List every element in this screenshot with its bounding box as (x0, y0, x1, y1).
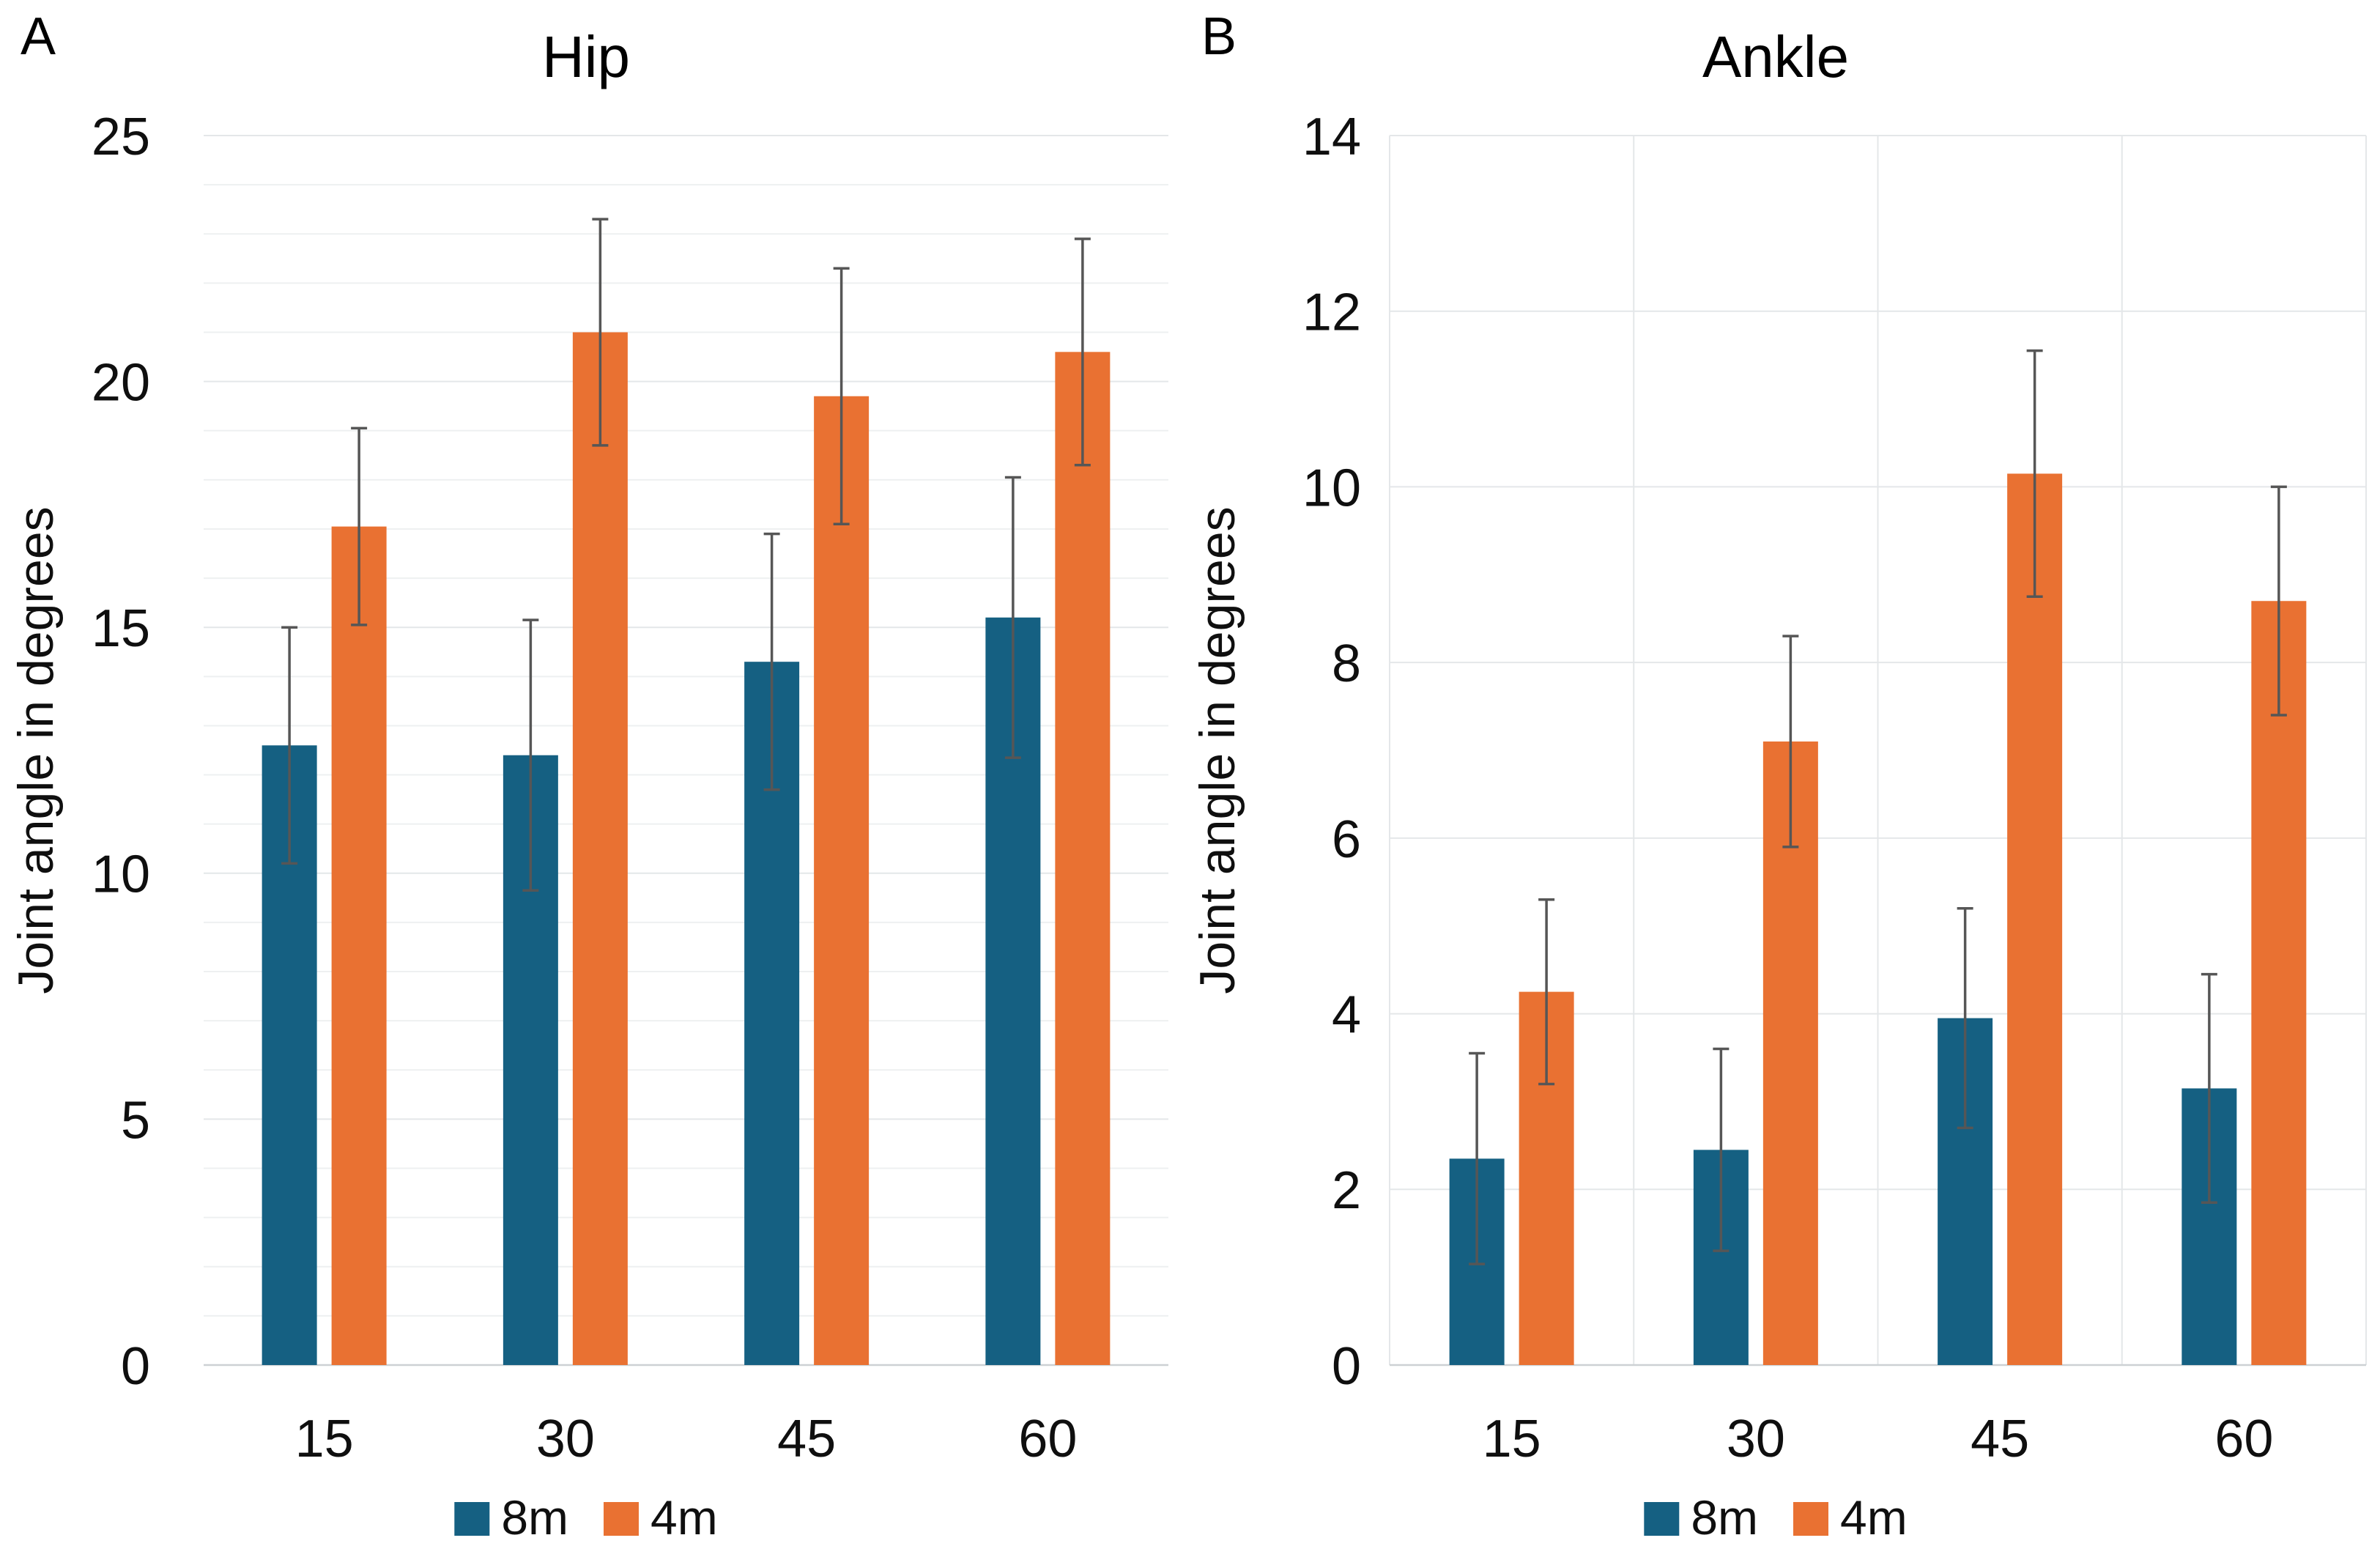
chart-title: Ankle (1702, 24, 1849, 89)
chart-title: Hip (542, 24, 630, 89)
error-bar-4m-60 (2270, 485, 2287, 717)
y-axis-ticks: 0 5 10 15 20 25 (92, 108, 150, 1396)
error-bar-4m-45 (833, 267, 850, 525)
error-bars (1469, 349, 2287, 1265)
panel-ankle: B Ankle 0 2 4 6 8 10 12 14 Joint angle in degrees… (1172, 0, 2380, 1557)
error-bar-8m-45 (1957, 906, 1973, 1130)
ankle-chart: Ankle 0 2 4 6 8 10 12 14 Joint angle in degrees 15… (1190, 24, 2367, 1545)
error-bar-4m-15 (1538, 898, 1555, 1086)
x-tick-label: 45 (777, 1410, 836, 1468)
bar-4m-45 (2007, 473, 2063, 1366)
bar-4m-60 (2251, 601, 2307, 1365)
bars (1449, 473, 2307, 1366)
error-bar-8m-60 (1004, 476, 1021, 759)
legend: 8m 4m (1644, 1490, 1908, 1545)
y-tick-label: 8 (1332, 635, 1361, 693)
y-tick-label: 6 (1332, 810, 1361, 869)
x-tick-label: 60 (2214, 1410, 2273, 1468)
panel-letter-a: A (21, 7, 56, 66)
error-bar-8m-15 (281, 626, 298, 865)
legend: 8m 4m (454, 1490, 718, 1545)
error-bar-8m-15 (1469, 1051, 1486, 1265)
y-axis-ticks: 0 2 4 6 8 10 12 14 (1302, 108, 1361, 1396)
legend-swatch-4m (604, 1502, 639, 1536)
x-tick-label: 60 (1018, 1410, 1077, 1468)
y-tick-label: 25 (92, 108, 150, 166)
legend-label-4m: 4m (1840, 1490, 1908, 1545)
y-tick-label: 15 (92, 599, 150, 658)
bar-4m-30 (572, 332, 628, 1366)
panel-letter-b: B (1201, 7, 1237, 66)
error-bars (281, 218, 1091, 892)
error-bar-4m-30 (1782, 635, 1799, 848)
x-tick-label: 15 (295, 1410, 354, 1468)
y-tick-label: 10 (92, 846, 150, 904)
y-tick-label: 20 (92, 354, 150, 413)
legend-swatch-8m (1644, 1502, 1680, 1536)
error-bar-8m-60 (2201, 972, 2217, 1205)
x-axis-ticks: 15 30 45 60 (295, 1410, 1078, 1468)
legend-label-8m: 8m (1691, 1490, 1758, 1545)
bar-4m-45 (814, 396, 870, 1365)
error-bar-8m-30 (522, 618, 539, 892)
panel-hip: A Hip 0 5 10 15 20 25 Joint angle in degrees 15 3… (0, 0, 1172, 1557)
legend-swatch-4m (1793, 1502, 1828, 1536)
error-bar-4m-30 (592, 218, 609, 447)
y-tick-label: 4 (1332, 985, 1361, 1044)
bar-4m-15 (331, 526, 387, 1365)
legend-label-4m: 4m (650, 1490, 718, 1545)
y-tick-label: 14 (1302, 108, 1361, 166)
error-bar-8m-30 (1713, 1047, 1730, 1252)
error-bar-4m-45 (2026, 349, 2043, 598)
y-tick-label: 0 (1332, 1337, 1361, 1396)
y-tick-label: 0 (121, 1337, 150, 1396)
y-axis-title: Joint angle in degrees (8, 506, 64, 994)
y-tick-label: 5 (121, 1091, 150, 1150)
error-bar-4m-60 (1074, 237, 1091, 467)
hip-chart: Hip 0 5 10 15 20 25 Joint angle in degrees 15 30 4… (8, 24, 1168, 1545)
bar-4m-60 (1055, 352, 1111, 1365)
error-bar-8m-45 (763, 532, 780, 791)
x-tick-label: 30 (1727, 1410, 1785, 1468)
legend-swatch-8m (454, 1502, 490, 1536)
legend-label-8m: 8m (501, 1490, 568, 1545)
y-tick-label: 2 (1332, 1161, 1361, 1220)
x-tick-label: 30 (536, 1410, 595, 1468)
y-axis-title: Joint angle in degrees (1190, 506, 1245, 994)
error-bar-4m-15 (351, 426, 368, 626)
x-tick-label: 45 (1971, 1410, 2029, 1468)
y-tick-label: 12 (1302, 284, 1361, 342)
x-tick-label: 15 (1483, 1410, 1541, 1468)
x-axis-ticks: 15 30 45 60 (1483, 1410, 2274, 1468)
bars (262, 332, 1111, 1366)
y-tick-label: 10 (1302, 459, 1361, 517)
